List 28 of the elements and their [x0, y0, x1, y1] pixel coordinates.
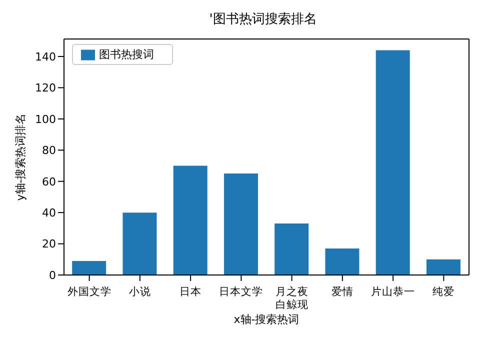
y-axis-title: y轴-搜索热词排名 — [14, 113, 27, 201]
x-tick-label: 外国文学 — [67, 285, 112, 298]
bar — [274, 223, 309, 275]
y-tick-label: 20 — [42, 238, 56, 251]
y-tick-label: 40 — [42, 206, 56, 220]
bar — [72, 260, 106, 275]
y-tick-label: 0 — [49, 268, 56, 282]
x-tick-label: 日本 — [180, 285, 202, 298]
x-tick-label: 月之夜白鲸现 — [275, 285, 308, 311]
bar — [376, 50, 410, 275]
y-tick-label: 140 — [35, 50, 56, 64]
x-axis-title: x轴-搜索热词 — [234, 313, 300, 326]
bar — [122, 212, 157, 275]
x-tick-label: 日本文学 — [219, 285, 264, 298]
x-tick-label: 爱情 — [331, 285, 354, 298]
bar — [173, 166, 208, 275]
y-tick-label: 120 — [35, 82, 56, 95]
legend-label: 图书热搜词 — [99, 48, 154, 61]
y-tick-label: 100 — [35, 112, 56, 126]
bar — [426, 259, 460, 275]
y-tick-label: 80 — [42, 144, 56, 158]
bar — [224, 174, 258, 275]
x-tick-label: 小说 — [128, 285, 151, 298]
x-tick-label: 纯爱 — [432, 285, 455, 298]
bar — [325, 248, 360, 275]
chart-title: '图书热词搜索排名 — [208, 11, 318, 28]
y-tick-label: 60 — [42, 175, 56, 188]
x-tick-label: 片山恭一 — [371, 285, 416, 298]
